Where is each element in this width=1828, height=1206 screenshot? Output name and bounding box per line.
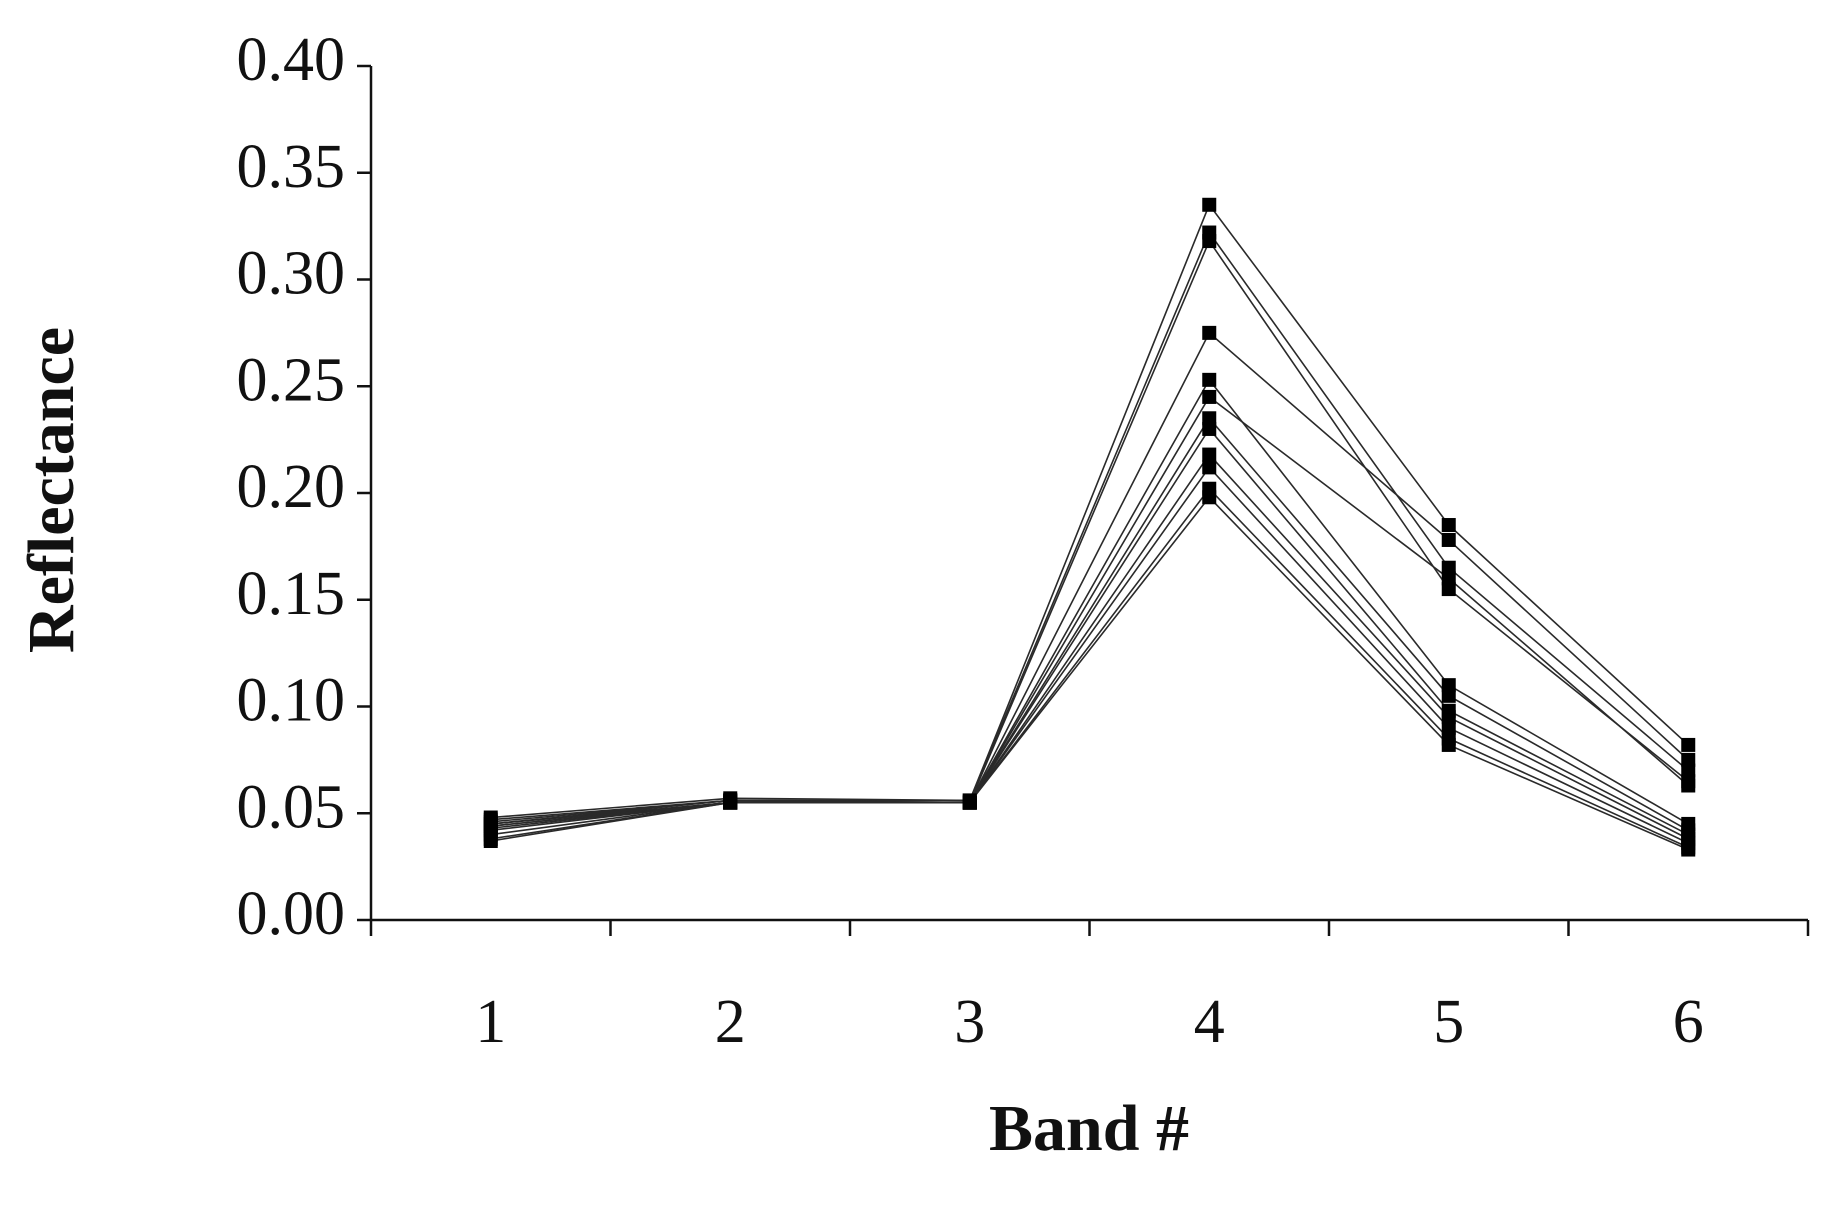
y-tick-label: 0.20 xyxy=(237,453,346,521)
data-point xyxy=(1441,582,1456,597)
data-point xyxy=(1441,532,1456,547)
data-point xyxy=(1202,197,1217,212)
data-point xyxy=(1202,411,1217,426)
data-point xyxy=(1681,752,1696,767)
data-point xyxy=(1202,389,1217,404)
x-axis-title: Band # xyxy=(989,1092,1189,1165)
y-axis-title: Reflectance xyxy=(15,327,88,653)
series-line xyxy=(490,427,1689,836)
series-line xyxy=(490,239,1689,823)
data-point xyxy=(1441,518,1456,533)
x-tick-label: 4 xyxy=(1194,988,1225,1056)
y-tick-label: 0.15 xyxy=(237,560,346,628)
x-tick-label: 1 xyxy=(475,988,506,1056)
y-tick-label: 0.00 xyxy=(237,880,346,948)
data-point xyxy=(962,795,977,810)
data-point xyxy=(483,834,498,849)
data-point xyxy=(1681,737,1696,752)
series-line xyxy=(490,230,1689,821)
data-point xyxy=(1681,778,1696,793)
y-tick-label: 0.40 xyxy=(237,26,346,94)
x-tick-label: 6 xyxy=(1673,988,1704,1056)
data-point xyxy=(1202,421,1217,436)
data-point xyxy=(1202,490,1217,505)
data-point xyxy=(1441,560,1456,575)
y-tick-label: 0.25 xyxy=(237,346,346,414)
y-tick-label: 0.35 xyxy=(237,133,346,201)
series-line xyxy=(490,487,1689,849)
series-line xyxy=(490,496,1689,851)
data-point xyxy=(1441,737,1456,752)
data-point xyxy=(1681,842,1696,857)
data-point xyxy=(1202,460,1217,475)
data-point xyxy=(1202,234,1217,249)
series-line xyxy=(490,331,1689,825)
series-line xyxy=(490,378,1689,827)
series-line xyxy=(490,416,1689,832)
y-tick-label: 0.30 xyxy=(237,240,346,308)
data-point xyxy=(1202,372,1217,387)
x-tick-label: 3 xyxy=(954,988,985,1056)
data-point xyxy=(1441,571,1456,586)
data-point xyxy=(1202,447,1217,462)
data-point xyxy=(1681,763,1696,778)
data-point xyxy=(1441,720,1456,735)
data-point xyxy=(1441,688,1456,703)
data-point xyxy=(723,795,738,810)
x-tick-label: 5 xyxy=(1433,988,1464,1056)
x-tick-label: 2 xyxy=(715,988,746,1056)
data-point xyxy=(1441,678,1456,693)
y-tick-label: 0.05 xyxy=(237,773,346,841)
data-point xyxy=(1202,325,1217,340)
data-point xyxy=(1441,710,1456,725)
series-line xyxy=(490,203,1689,819)
y-tick-label: 0.10 xyxy=(237,667,346,735)
